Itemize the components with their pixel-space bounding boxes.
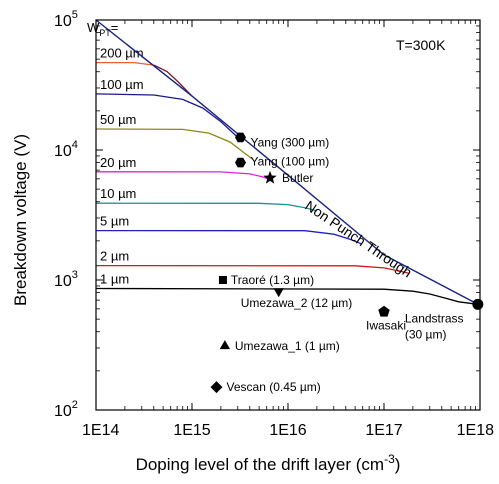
x-tick-label-2: 1E16 xyxy=(269,422,306,439)
wpt-sub: PT xyxy=(99,28,111,38)
series-line-0 xyxy=(96,61,154,66)
npt-line xyxy=(95,19,479,305)
series-label-4: 10 µm xyxy=(100,186,136,201)
tick-layer xyxy=(95,19,481,411)
npt-label: Non Punch Through xyxy=(302,197,415,280)
series-label-1: 100 µm xyxy=(100,77,144,92)
series-line-1 xyxy=(95,93,239,138)
x-axis-title: Doping level of the drift layer (cm-3) xyxy=(136,452,401,474)
data-point-3-marker xyxy=(218,276,227,284)
series-line-4 xyxy=(95,202,318,212)
point-layer: Yang (300 µm) Yang (100 µm) Butler Traoré (… xyxy=(210,132,484,394)
data-point-6-marker xyxy=(472,298,484,310)
data-point-0-label: Yang (300 µm) xyxy=(250,135,329,149)
y-axis-title: Breakdown voltage (V) xyxy=(11,134,30,306)
wpt-main: W xyxy=(87,20,100,35)
x-axis-title-tail: ) xyxy=(395,455,401,474)
series-line-5 xyxy=(95,229,362,245)
data-point-7-label: (30 µm) xyxy=(405,327,447,341)
wpt-label: WPT= xyxy=(87,20,118,38)
x-axis-title-sup: -3 xyxy=(384,452,395,466)
data-point-6-label: Landstrass xyxy=(405,311,464,325)
series-label-7: 1 µm xyxy=(100,272,129,287)
data-point-9-marker xyxy=(210,381,223,394)
series-line-6 xyxy=(95,264,409,274)
data-point-4-label: Umezawa_2 (12 µm) xyxy=(241,296,353,310)
wpt-tail: = xyxy=(111,20,119,35)
series-label-2: 50 µm xyxy=(100,112,136,127)
series-label-3: 20 µm xyxy=(100,155,136,170)
data-point-2-label: Butler xyxy=(282,171,313,185)
x-tick-label-4: 1E18 xyxy=(457,422,494,439)
data-point-9-label: Vescan (0.45 µm) xyxy=(227,380,321,394)
x-axis-title-main: Doping level of the drift layer (cm xyxy=(136,455,385,474)
series-line-7 xyxy=(95,287,478,305)
series-label-6: 2 µm xyxy=(100,249,129,264)
data-point-8-marker xyxy=(219,340,231,350)
data-point-5-marker xyxy=(378,305,390,317)
data-point-1-label: Yang (100 µm) xyxy=(250,155,329,169)
label-layer: 1E14 1E15 1E16 1E17 1E18 102 103 104 105 xyxy=(54,9,494,439)
data-point-3-label: Traoré (1.3 µm) xyxy=(231,273,314,287)
data-point-5-label: Iwasaki xyxy=(366,319,406,333)
y-tick-label-3: 105 xyxy=(54,9,78,30)
data-point-2-marker xyxy=(263,170,277,184)
x-tick-label-1: 1E15 xyxy=(173,422,210,439)
data-point-4-marker xyxy=(273,288,284,298)
data-point-0-marker xyxy=(235,132,246,143)
y-tick-label-1: 103 xyxy=(54,269,78,290)
y-tick-label-0: 102 xyxy=(54,399,78,420)
series-label-5: 5 µm xyxy=(100,214,129,229)
y-tick-label-2: 104 xyxy=(54,139,78,160)
temperature-label: T=300K xyxy=(396,37,446,53)
series-line-2 xyxy=(95,128,254,160)
series-line-3 xyxy=(95,171,271,181)
data-point-8-label: Umezawa_1 (1 µm) xyxy=(235,339,340,353)
x-tick-label-0: 1E14 xyxy=(82,422,119,439)
series-line-0-tail xyxy=(153,64,193,97)
x-tick-label-3: 1E17 xyxy=(365,422,402,439)
data-point-1-marker xyxy=(235,157,246,168)
